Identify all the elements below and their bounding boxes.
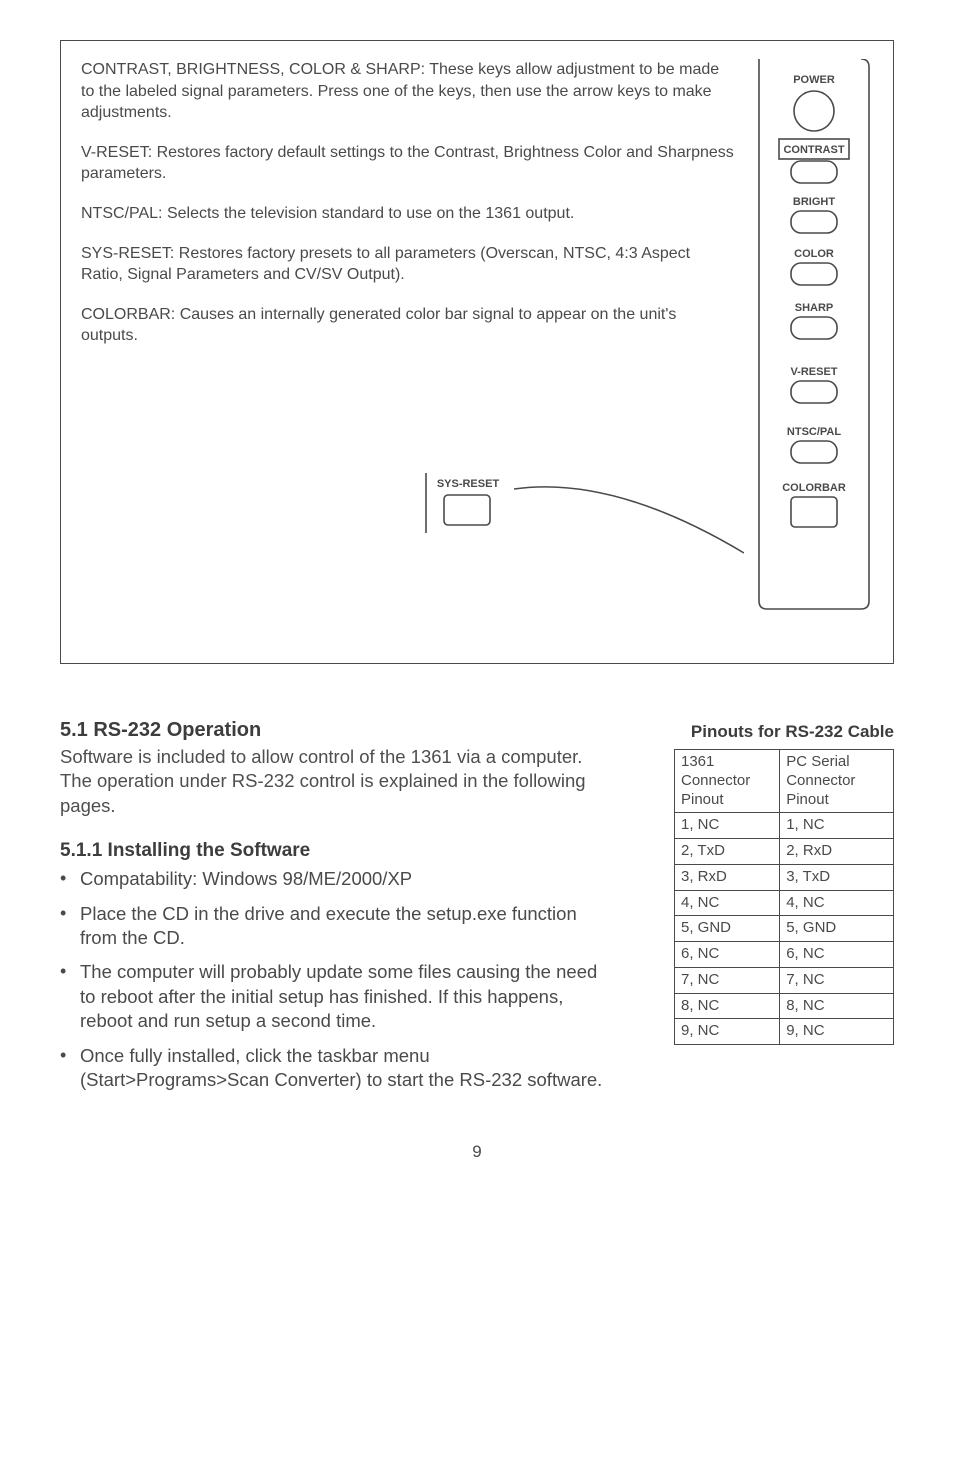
sys-reset-block: SYS-RESET: [424, 473, 744, 603]
table-row: 5, GND5, GND: [675, 916, 894, 942]
install-bullet-list: Compatability: Windows 98/ME/2000/XP Pla…: [60, 867, 614, 1092]
label-ntscpal: NTSC/PAL: [787, 426, 841, 438]
section-5-1-1-title: 5.1.1 Installing the Software: [60, 840, 614, 862]
right-column: Pinouts for RS-232 Cable 1361 Connector …: [644, 719, 894, 1102]
para-ntscpal: NTSC/PAL: Selects the television standar…: [81, 203, 735, 225]
label-colorbar: COLORBAR: [782, 482, 846, 494]
label-power: POWER: [793, 74, 835, 86]
label-vreset: V-RESET: [790, 366, 837, 378]
label-contrast: CONTRAST: [783, 144, 844, 156]
table-row: 1, NC1, NC: [675, 813, 894, 839]
table-row: 9, NC9, NC: [675, 1019, 894, 1045]
table-header-row: 1361 Connector Pinout PC Serial Connecto…: [675, 750, 894, 813]
para-vreset: V-RESET: Restores factory default settin…: [81, 142, 735, 185]
pinout-head-b: PC Serial Connector Pinout: [780, 750, 894, 813]
list-item: The computer will probably update some f…: [60, 960, 614, 1033]
list-item: Compatability: Windows 98/ME/2000/XP: [60, 867, 614, 891]
para-colorbar: COLORBAR: Causes an internally generated…: [81, 304, 735, 347]
para-contrast: CONTRAST, BRIGHTNESS, COLOR & SHARP: The…: [81, 59, 735, 124]
para-sysreset: SYS-RESET: Restores factory presets to a…: [81, 243, 735, 286]
left-column: 5.1 RS-232 Operation Software is include…: [60, 719, 614, 1102]
page-number: 9: [60, 1142, 894, 1162]
pinout-head-a: 1361 Connector Pinout: [675, 750, 780, 813]
table-row: 3, RxD3, TxD: [675, 864, 894, 890]
table-row: 8, NC8, NC: [675, 993, 894, 1019]
lower-columns: 5.1 RS-232 Operation Software is include…: [60, 719, 894, 1102]
pinout-title: Pinouts for RS-232 Cable: [644, 722, 894, 742]
list-item: Place the CD in the drive and execute th…: [60, 902, 614, 951]
list-item: Once fully installed, click the taskbar …: [60, 1044, 614, 1093]
table-row: 6, NC6, NC: [675, 942, 894, 968]
control-panel: POWER CONTRAST BRIGHT COLOR SHARP V-RESE…: [749, 59, 879, 624]
label-sysreset: SYS-RESET: [437, 478, 500, 490]
table-row: 2, TxD2, RxD: [675, 839, 894, 865]
label-bright: BRIGHT: [793, 196, 835, 208]
table-row: 7, NC7, NC: [675, 967, 894, 993]
label-sharp: SHARP: [795, 302, 834, 314]
table-row: 4, NC4, NC: [675, 890, 894, 916]
label-color: COLOR: [794, 248, 834, 260]
diagram-frame: CONTRAST, BRIGHTNESS, COLOR & SHARP: The…: [60, 40, 894, 664]
section-5-1-body: Software is included to allow control of…: [60, 745, 614, 818]
pinout-table: 1361 Connector Pinout PC Serial Connecto…: [674, 749, 894, 1045]
section-5-1-title: 5.1 RS-232 Operation: [60, 719, 614, 742]
